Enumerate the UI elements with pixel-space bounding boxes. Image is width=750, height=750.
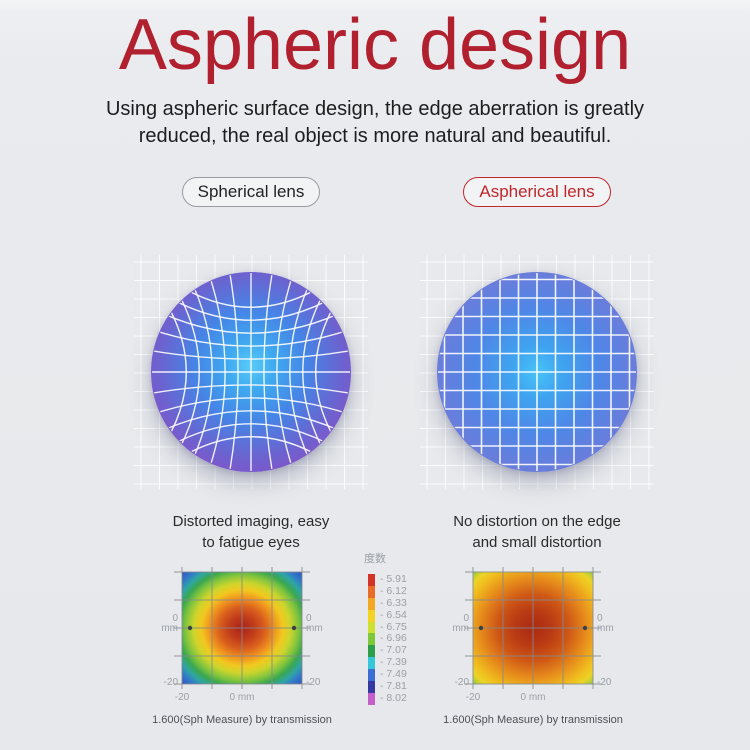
subtitle-line1: Using aspheric surface design, the edge … xyxy=(105,98,645,120)
badges-row: Spherical lens Aspherical lens xyxy=(134,177,654,207)
aspherical-lens-regular-grid xyxy=(438,273,636,471)
aspherical-column-badge: Aspherical lens xyxy=(420,177,654,207)
measurement-section: 0 mm 0 mm -20 -20 -20 0 mm 1.600(Sph Measu… xyxy=(0,548,750,748)
spherical-column-lens xyxy=(134,255,368,489)
aspherical-column-lens xyxy=(420,255,654,489)
legend-color-swatch xyxy=(368,633,375,646)
spherical-axis-right-zero: 0 mm xyxy=(306,614,342,634)
spherical-axis-left-zero: 0 mm xyxy=(142,614,178,634)
legend-entry: - 6.12 xyxy=(368,584,420,598)
legend-entry: - 6.54 xyxy=(368,608,420,622)
page-subtitle: Using aspheric surface design, the edge … xyxy=(0,96,750,150)
aspherical-caption-line2: and small distortion xyxy=(472,534,602,551)
legend-value: - 6.96 xyxy=(380,632,407,645)
aspherical-heatmap-grid xyxy=(465,567,601,689)
legend-color-swatch xyxy=(368,621,375,634)
spherical-measurement-block: 0 mm 0 mm -20 -20 -20 0 mm 1.600(Sph Measu… xyxy=(142,548,342,726)
lens-diagrams-row xyxy=(134,255,654,489)
subtitle-line2: reduced, the real object is more natural… xyxy=(138,125,612,147)
spherical-heatmap-grid xyxy=(174,567,310,689)
legend-entry: - 5.91 xyxy=(368,573,420,586)
spherical-caption-text: Distorted imaging, easy to fatigue eyes xyxy=(173,511,330,553)
legend-value: - 6.54 xyxy=(380,608,407,621)
aspherical-lens-badge: Aspherical lens xyxy=(463,177,611,207)
legend-color-swatch xyxy=(368,574,375,586)
aspherical-axis-right-bottom: -20 xyxy=(597,677,612,688)
aspherical-measurement-block: 0 mm 0 mm -20 -20 -20 0 mm 1.600(Sph Measu… xyxy=(433,548,633,726)
legend-value: - 6.75 xyxy=(380,620,407,633)
legend-color-swatch xyxy=(368,609,375,622)
legend-entry: - 6.96 xyxy=(368,632,420,646)
legend-entry: - 7.81 xyxy=(368,680,420,693)
spherical-axis-bottom-center: 0 mm xyxy=(229,692,255,703)
axis-value: 0 xyxy=(306,613,312,624)
aspherical-lens-diagram xyxy=(420,255,654,489)
spherical-axis-right-bottom: -20 xyxy=(306,677,321,688)
legend-value: - 8.02 xyxy=(380,691,407,704)
spherical-caption-line1: Distorted imaging, easy xyxy=(172,513,330,530)
axis-value: 0 xyxy=(463,613,469,624)
legend-scale: - 5.91- 6.12- 6.33- 6.54- 6.75- 6.96- 7.… xyxy=(368,573,420,705)
spherical-caption-line2: to fatigue eyes xyxy=(202,534,300,551)
aspherical-axis-bottom-left: -20 xyxy=(465,692,481,703)
aspherical-axis-left-zero: 0 mm xyxy=(433,614,469,634)
aspherical-caption-line1: No distortion on the edge xyxy=(453,513,621,530)
aspherical-axis-bottom-center: 0 mm xyxy=(520,692,546,703)
legend-color-swatch xyxy=(368,692,375,705)
spherical-lens-badge: Spherical lens xyxy=(181,177,321,207)
aspherical-heatmap-caption: 1.600(Sph Measure) by transmission xyxy=(443,714,623,726)
legend-value: - 7.07 xyxy=(380,644,407,657)
legend-entry: - 8.02 xyxy=(368,691,420,705)
legend-entry: - 7.39 xyxy=(368,656,420,670)
legend-color-swatch xyxy=(368,585,375,598)
legend-color-swatch xyxy=(368,681,375,693)
axis-value: 0 xyxy=(597,613,603,624)
axis-unit: mm xyxy=(161,623,178,634)
aspherical-axis-right-zero: 0 mm xyxy=(597,614,633,634)
legend-color-swatch xyxy=(368,669,375,682)
page-title: Aspheric design xyxy=(118,5,632,85)
spherical-lens-distorted-grid xyxy=(152,273,350,471)
legend-entry: - 7.49 xyxy=(368,668,420,682)
legend-value: - 7.39 xyxy=(380,656,407,669)
legend-color-swatch xyxy=(368,597,375,610)
legend-entry: - 6.75 xyxy=(368,620,420,634)
aspherical-lens-caption: No distortion on the edge and small disto… xyxy=(420,511,654,553)
legend-value: - 6.33 xyxy=(380,596,407,609)
lens-captions-row: Distorted imaging, easy to fatigue eyes N… xyxy=(134,511,654,553)
axis-value: 0 xyxy=(172,613,178,624)
aspherical-heatmap: 0 mm 0 mm -20 -20 -20 0 mm xyxy=(433,548,633,706)
spherical-axis-bottom-left: -20 xyxy=(174,692,190,703)
legend-value: - 7.81 xyxy=(380,680,407,693)
legend-entry: - 7.07 xyxy=(368,644,420,658)
power-legend: 度数 - 5.91- 6.12- 6.33- 6.54- 6.75- 6.96-… xyxy=(350,550,420,705)
aspherical-caption-text: No distortion on the edge and small disto… xyxy=(453,511,621,553)
spherical-axis-left-bottom: -20 xyxy=(163,677,178,688)
legend-value: - 7.49 xyxy=(380,668,407,681)
legend-entry: - 6.33 xyxy=(368,596,420,610)
axis-unit: mm xyxy=(597,623,614,634)
spherical-heatmap: 0 mm 0 mm -20 -20 -20 0 mm xyxy=(142,548,342,706)
spherical-lens-caption: Distorted imaging, easy to fatigue eyes xyxy=(134,511,368,553)
legend-color-swatch xyxy=(368,645,375,658)
legend-color-swatch xyxy=(368,657,375,670)
axis-unit: mm xyxy=(306,623,323,634)
axis-unit: mm xyxy=(452,623,469,634)
spherical-lens-diagram xyxy=(134,255,368,489)
legend-title: 度数 xyxy=(364,553,386,565)
legend-value: - 5.91 xyxy=(380,573,407,585)
aspherical-axis-left-bottom: -20 xyxy=(454,677,469,688)
legend-value: - 6.12 xyxy=(380,584,407,597)
spherical-column-badge: Spherical lens xyxy=(134,177,368,207)
spherical-heatmap-caption: 1.600(Sph Measure) by transmission xyxy=(152,714,332,726)
